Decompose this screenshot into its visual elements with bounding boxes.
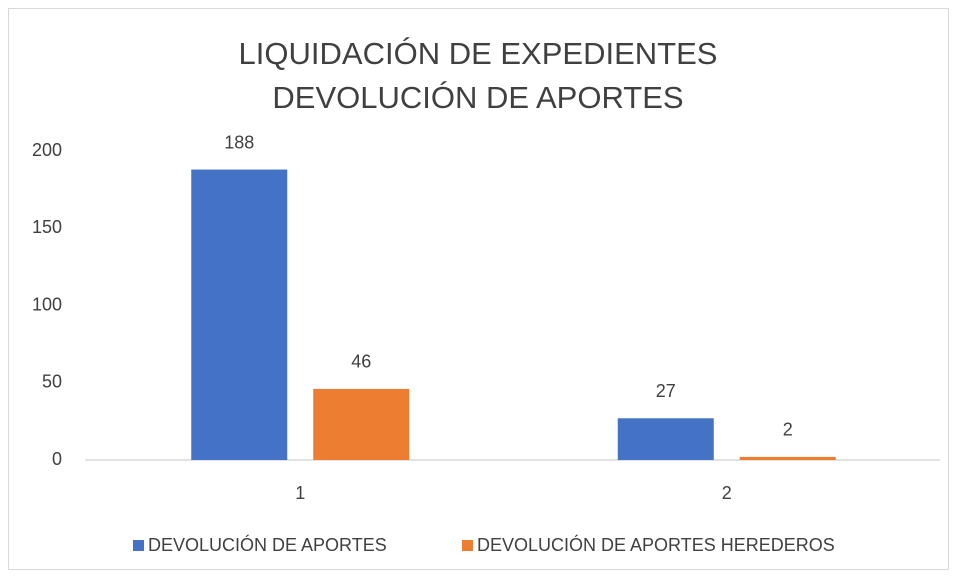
chart-title: DEVOLUCIÓN DE APORTES xyxy=(272,80,683,115)
data-label: 188 xyxy=(224,132,254,152)
x-tick-label: 2 xyxy=(722,483,732,503)
bar xyxy=(191,169,288,461)
chart-title: LIQUIDACIÓN DE EXPEDIENTES xyxy=(239,36,718,71)
legend-label: DEVOLUCIÓN DE APORTES xyxy=(148,534,387,555)
bar xyxy=(739,456,836,460)
data-label: 27 xyxy=(656,381,676,401)
chart-border xyxy=(8,8,949,570)
y-tick-label: 100 xyxy=(32,294,62,314)
legend-label: DEVOLUCIÓN DE APORTES HEREDEROS xyxy=(477,534,835,555)
bar xyxy=(617,418,714,460)
y-tick-label: 150 xyxy=(32,217,62,237)
legend-swatch xyxy=(462,540,473,551)
data-label: 46 xyxy=(351,352,371,372)
legend-swatch xyxy=(133,540,144,551)
bar xyxy=(313,388,410,460)
y-tick-label: 0 xyxy=(52,449,62,469)
data-label: 2 xyxy=(783,420,793,440)
x-tick-label: 1 xyxy=(295,483,305,503)
y-tick-label: 50 xyxy=(42,372,62,392)
y-tick-label: 200 xyxy=(32,140,62,160)
